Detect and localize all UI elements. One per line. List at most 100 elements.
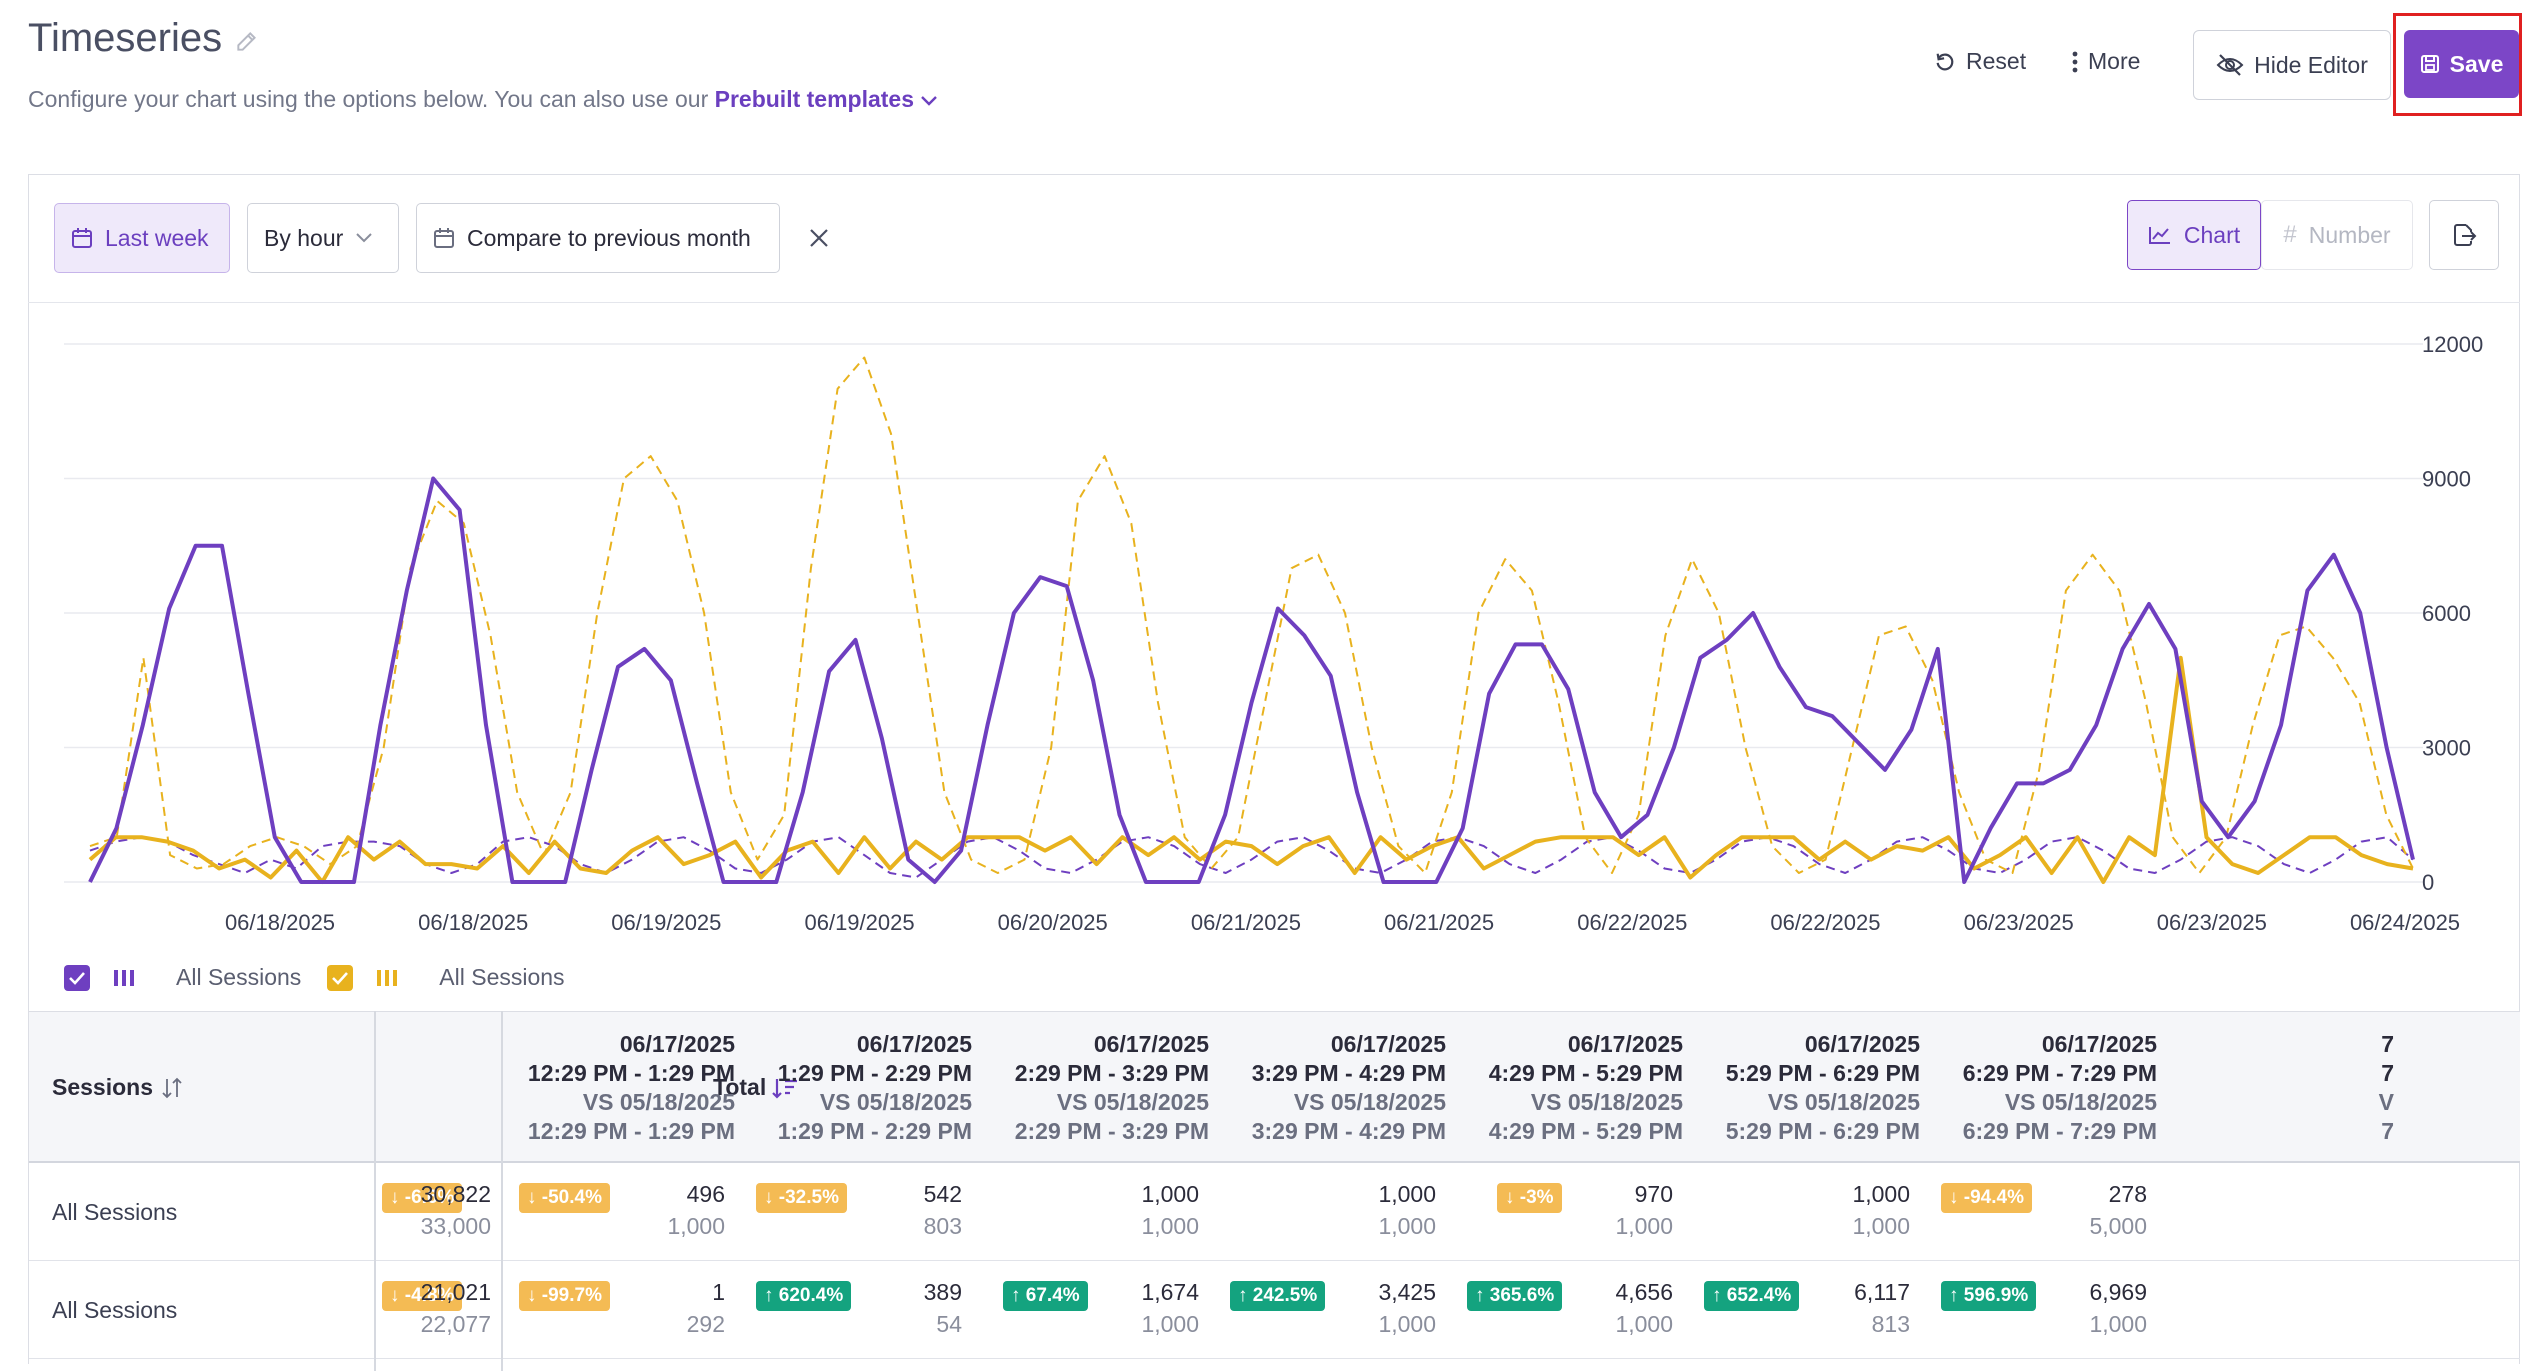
increase-badge: ↑ 652.4%: [1704, 1281, 1800, 1311]
toolbar-divider: [28, 302, 2520, 303]
sessions-column-header[interactable]: Sessions: [52, 1074, 185, 1101]
chart-view-label: Chart: [2183, 221, 2241, 248]
legend-checkbox-1[interactable]: [64, 964, 90, 991]
period-header-range: 3:29 PM - 4:29 PM: [1251, 1060, 1446, 1086]
table-cell: ↓ -50.4% 496 1,000: [503, 1163, 735, 1261]
current-value: 1,674: [1141, 1279, 1199, 1305]
period-header-date: 06/17/2025: [856, 1031, 972, 1057]
period-header-range: 1:29 PM - 2:29 PM: [777, 1060, 972, 1086]
legend-label-2: All Sessions: [439, 964, 565, 990]
period-header-vs: VS 05/18/2025: [1056, 1089, 1209, 1115]
series-line-1: [88, 476, 2415, 884]
period-header-vs: VS 05/18/2025: [1767, 1089, 1920, 1115]
period-column-header[interactable]: 7 7 V 7: [2162, 1030, 2394, 1146]
period-header-vs-range: 2:29 PM - 3:29 PM: [1014, 1118, 1209, 1144]
current-value: 542: [923, 1181, 962, 1207]
current-value: 1,000: [1852, 1181, 1910, 1207]
close-icon[interactable]: [805, 224, 833, 252]
previous-value: 1,000: [1615, 1311, 1673, 1337]
previous-value: 813: [1871, 1311, 1910, 1337]
line-chart-icon: [2148, 227, 2170, 244]
table-cell: ↑ 365.6% 4,656 1,000: [1451, 1261, 1683, 1359]
column-separator: [501, 1011, 503, 1371]
bars-icon: [114, 969, 134, 986]
period-header-vs: VS 05/18/2025: [819, 1089, 972, 1115]
x-tick-label: 06/19/2025: [611, 910, 721, 935]
decrease-badge: ↓ -6.6%: [382, 1183, 463, 1213]
x-tick-label: 06/18/2025: [418, 910, 528, 935]
current-value: 970: [1634, 1181, 1673, 1207]
more-vertical-icon: [2072, 51, 2078, 72]
previous-value: 292: [686, 1311, 725, 1337]
period-column-header[interactable]: 06/17/2025 4:29 PM - 5:29 PM VS 05/18/2025…: [1451, 1030, 1683, 1146]
legend-checkbox-2[interactable]: [327, 964, 354, 991]
reset-button[interactable]: Reset: [1934, 48, 2026, 75]
period-column-header[interactable]: 06/17/2025 1:29 PM - 2:29 PM VS 05/18/2025…: [740, 1030, 972, 1146]
number-view-toggle[interactable]: # Number: [2261, 200, 2413, 270]
period-header-vs: VS 05/18/2025: [1530, 1089, 1683, 1115]
x-tick-label: 06/21/2025: [1384, 910, 1494, 935]
period-column-header[interactable]: 06/17/2025 6:29 PM - 7:29 PM VS 05/18/2025…: [1925, 1030, 2157, 1146]
period-header-date: 06/17/2025: [1804, 1031, 1920, 1057]
more-button[interactable]: More: [2072, 48, 2140, 75]
number-view-label: Number: [2308, 221, 2391, 248]
y-axis-ticks: 0 3000 6000 9000 12000: [2422, 332, 2483, 895]
save-button[interactable]: Save: [2404, 30, 2519, 98]
period-header-date: 06/17/2025: [1567, 1031, 1683, 1057]
save-label: Save: [2449, 50, 2504, 77]
previous-value: 1,000: [667, 1213, 725, 1239]
calendar-icon: [72, 228, 92, 248]
period-column-header[interactable]: 06/17/2025 3:29 PM - 4:29 PM VS 05/18/2025…: [1214, 1030, 1446, 1146]
table-cell: 1,000 1,000: [977, 1163, 1209, 1261]
period-header-vs-range: 6:29 PM - 7:29 PM: [1962, 1118, 2157, 1144]
templates-link-label: Prebuilt templates: [714, 86, 915, 112]
hide-editor-button[interactable]: Hide Editor: [2193, 30, 2391, 100]
increase-badge: ↑ 596.9%: [1941, 1281, 2037, 1311]
sort-icon: [162, 1077, 182, 1098]
reset-label: Reset: [1966, 48, 2027, 74]
period-column-header[interactable]: 06/17/2025 2:29 PM - 3:29 PM VS 05/18/2025…: [977, 1030, 1209, 1146]
period-header-date: 06/17/2025: [1093, 1031, 1209, 1057]
period-header-vs-range: 3:29 PM - 4:29 PM: [1251, 1118, 1446, 1144]
date-range-button[interactable]: Last week: [54, 203, 230, 273]
period-header-vs-range: 7: [2381, 1118, 2394, 1144]
y-tick-label: 0: [2422, 870, 2434, 895]
x-tick-label: 06/22/2025: [1770, 910, 1880, 935]
increase-badge: ↑ 365.6%: [1467, 1281, 1563, 1311]
y-tick-label: 9000: [2422, 467, 2471, 492]
y-tick-label: 12000: [2422, 332, 2483, 357]
table-cell: ↑ 620.4% 389 54: [740, 1261, 972, 1359]
current-value: 496: [686, 1181, 725, 1207]
table-cell: ↑ 67.4% 1,674 1,000: [977, 1261, 1209, 1359]
period-column-header[interactable]: 06/17/2025 5:29 PM - 6:29 PM VS 05/18/2025…: [1688, 1030, 1920, 1146]
current-value: 4,656: [1615, 1279, 1673, 1305]
y-tick-label: 3000: [2422, 736, 2471, 761]
export-button[interactable]: [2429, 200, 2499, 270]
previous-value: 22,077: [420, 1311, 491, 1337]
granularity-select[interactable]: By hour: [247, 203, 399, 273]
series-line-3: [88, 655, 2414, 884]
period-column-header[interactable]: 06/17/2025 12:29 PM - 1:29 PM VS 05/18/202…: [503, 1030, 735, 1146]
previous-value: 1,000: [1378, 1213, 1436, 1239]
x-tick-label: 06/18/2025: [225, 910, 335, 935]
period-header-date: 7: [2381, 1031, 2394, 1057]
export-icon: [2454, 224, 2477, 246]
table-cell: ↑ 652.4% 6,117 813: [1688, 1261, 1920, 1359]
table-cell: ↓ -32.5% 542 803: [740, 1163, 972, 1261]
previous-value: 1,000: [1141, 1311, 1199, 1337]
period-header-vs-range: 1:29 PM - 2:29 PM: [777, 1118, 972, 1144]
table-row: All Sessions ↓ -4.8% 21,021 22,077 ↓ -99.7% 1…: [29, 1261, 2520, 1359]
previous-value: 803: [923, 1213, 962, 1239]
sort-desc-icon: [772, 1078, 798, 1099]
compare-button[interactable]: Compare to previous month: [416, 203, 780, 273]
period-header-vs-range: 5:29 PM - 6:29 PM: [1725, 1118, 1920, 1144]
current-value: 3,425: [1378, 1279, 1436, 1305]
total-column-header[interactable]: Total: [713, 1074, 798, 1101]
y-tick-label: 6000: [2422, 601, 2471, 626]
chart-view-toggle[interactable]: Chart: [2127, 200, 2261, 270]
sessions-header-label: Sessions: [52, 1074, 153, 1100]
total-header-label: Total: [713, 1074, 767, 1100]
check-icon: [332, 971, 349, 985]
prebuilt-templates-link[interactable]: Prebuilt templates: [715, 86, 938, 112]
pencil-icon[interactable]: [234, 28, 260, 54]
